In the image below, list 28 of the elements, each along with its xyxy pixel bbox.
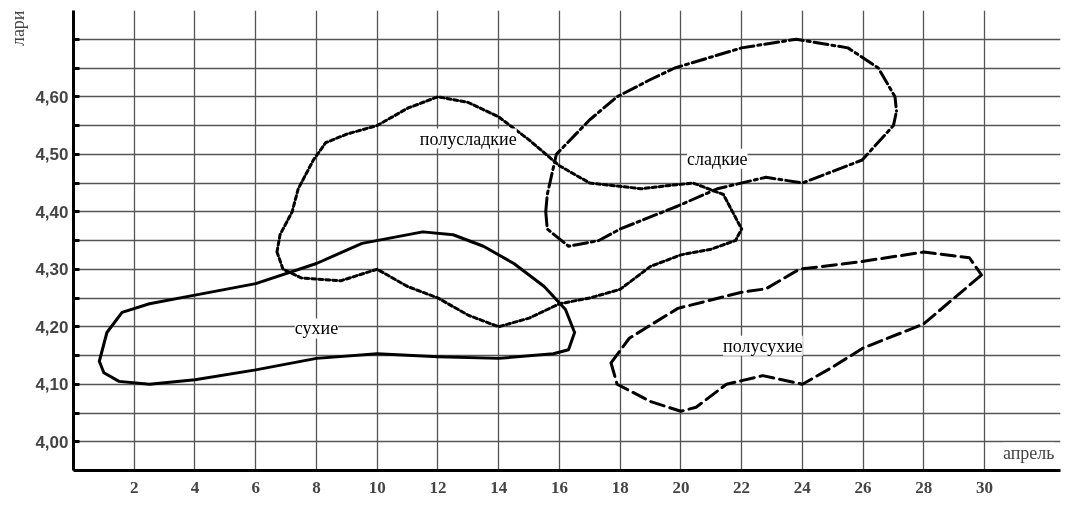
y-tick-label: 4,30 [35,260,69,280]
x-axis-title: апрель [1002,442,1055,463]
x-tick-label: 2 [129,477,139,497]
y-axis-title: лари [7,10,28,47]
y-tick-label: 4,50 [35,145,69,165]
y-tick-label: 4,10 [35,375,69,395]
y-tick-label: 4,00 [35,432,69,452]
y-tick-label: 4,20 [35,317,69,337]
series-label: полусладкие [419,128,517,149]
series-label: полусухие [723,335,803,356]
x-tick-label: 20 [672,477,690,497]
x-tick-label: 16 [550,477,568,497]
x-tick-label: 28 [915,477,933,497]
series-label: сладкие [687,148,748,169]
x-tick-label: 24 [793,477,812,497]
x-tick-label: 6 [251,477,260,497]
x-tick-label: 30 [976,477,994,497]
x-tick-label: 8 [312,477,321,497]
x-tick-label: 10 [368,477,386,497]
x-tick-label: 4 [190,477,200,497]
x-tick-label: 14 [490,477,508,497]
y-tick-label: 4,40 [35,202,69,222]
y-tick-label: 4,60 [35,87,69,107]
x-tick-label: 12 [429,477,447,497]
series-label: сухие [294,318,339,339]
x-tick-label: 18 [611,477,629,497]
x-tick-label: 26 [854,477,872,497]
x-tick-label: 22 [733,477,751,497]
